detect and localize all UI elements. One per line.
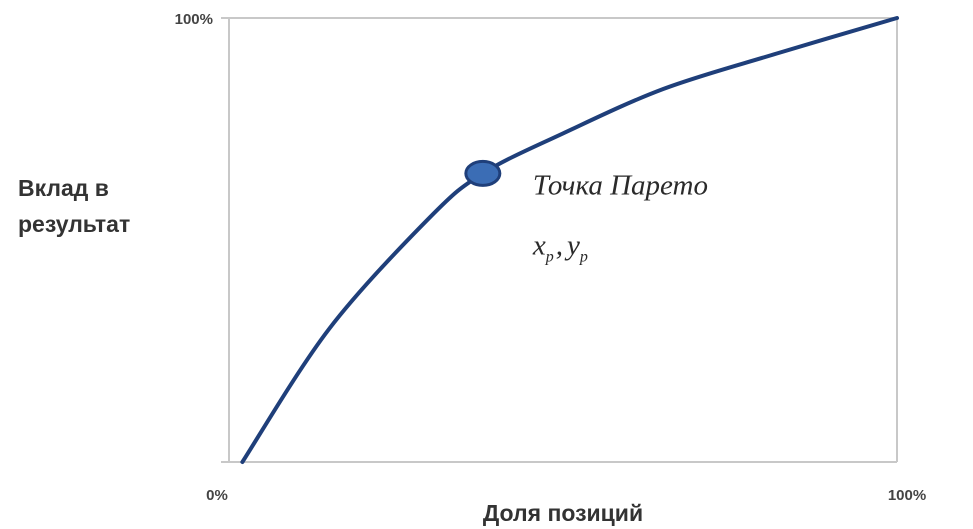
pareto-y-symbol: y [564,229,580,261]
pareto-point-coords: xp, yp [532,229,588,265]
y-axis-title-line-2: результат [18,211,130,237]
pareto-y-subscript: p [579,248,588,265]
pareto-point-marker [464,159,502,187]
x-tick-label-100: 100% [888,487,926,504]
x-tick-label-0: 0% [206,487,228,504]
y-axis-title-line-1: Вклад в [18,175,109,201]
pareto-point-label: Точка Парето [533,169,708,201]
pareto-x-subscript: p [545,248,554,265]
pareto-x-symbol: x [532,229,546,261]
series-line [240,16,899,464]
y-tick-label-100: 100% [175,11,213,28]
pareto-separator: , [556,229,563,261]
x-axis-title: Доля позиций [483,500,643,526]
